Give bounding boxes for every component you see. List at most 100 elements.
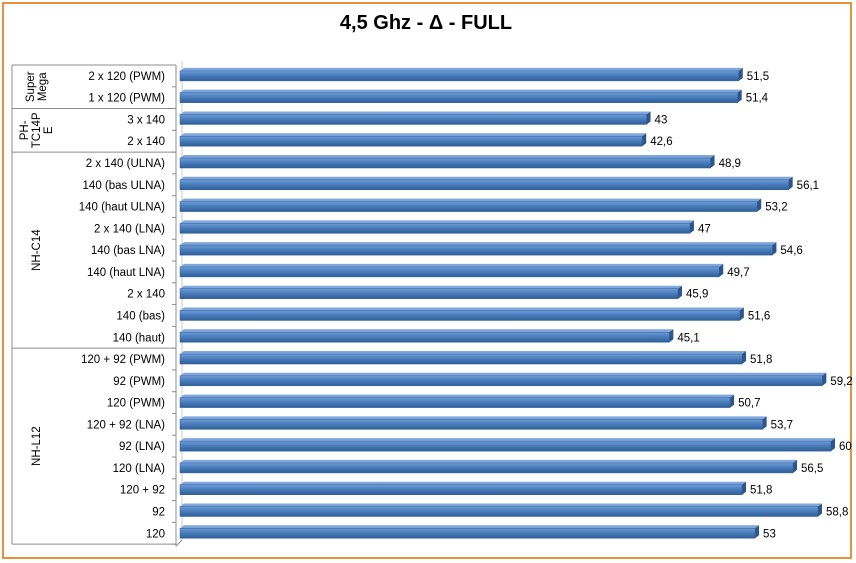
bar — [179, 440, 832, 452]
bar-top-face — [180, 459, 798, 463]
group-label: SuperMega — [25, 71, 49, 102]
category-label: 120 + 92 (PWM) — [81, 354, 165, 366]
bar-top-face — [180, 89, 742, 93]
category-label: 92 — [152, 506, 165, 518]
bar-side-face — [737, 89, 742, 103]
bar — [179, 332, 670, 343]
category-label: 120 + 92 — [120, 485, 165, 497]
bar-top-face — [180, 351, 747, 355]
bar-side-face — [742, 481, 747, 495]
bar-top-face — [180, 155, 715, 159]
bar — [179, 397, 731, 408]
bar-top-face — [180, 394, 735, 398]
category-label: 140 (haut) — [113, 332, 166, 344]
bar-side-face — [742, 351, 747, 365]
group-label: PH-TC14PE — [19, 112, 55, 148]
value-label: 56,1 — [797, 180, 819, 192]
bar-top-face — [180, 525, 760, 529]
value-label: 47 — [698, 223, 711, 235]
category-label: 140 (haut LNA) — [87, 267, 165, 279]
category-label: 120 — [146, 528, 165, 540]
value-label: 58,8 — [826, 506, 848, 518]
bar — [179, 92, 738, 103]
bar-top-face — [180, 307, 744, 311]
bar — [179, 70, 740, 82]
bar — [179, 506, 819, 517]
value-label: 51,8 — [750, 485, 772, 497]
bar-top-face — [180, 67, 743, 71]
category-label: 2 x 120 (PWM) — [88, 71, 165, 83]
bar — [179, 353, 743, 365]
bar-side-face — [755, 525, 760, 539]
value-label: 43 — [655, 114, 668, 126]
bar-side-face — [757, 198, 762, 212]
category-label: 2 x 140 — [127, 136, 165, 148]
bar-side-face — [738, 67, 743, 81]
bar — [179, 114, 647, 125]
bar-side-face — [689, 220, 694, 234]
bar-side-face — [772, 242, 777, 256]
axis-corner — [175, 539, 183, 547]
value-label: 54,6 — [780, 245, 802, 257]
value-label: 53 — [763, 528, 776, 540]
bar-top-face — [180, 438, 835, 442]
bar — [179, 528, 756, 539]
category-label: 140 (bas ULNA) — [83, 180, 166, 192]
bar-top-face — [180, 481, 747, 485]
category-label: 140 (bas LNA) — [91, 245, 165, 257]
bar-side-face — [730, 394, 735, 408]
bar-top-face — [180, 372, 827, 376]
bar-top-face — [180, 263, 724, 267]
bar-side-face — [642, 133, 647, 147]
chart-title: 4,5 Ghz - Δ - FULL — [339, 12, 513, 34]
bar — [179, 419, 763, 430]
category-label: 1 x 120 (PWM) — [88, 93, 165, 105]
value-label: 60 — [839, 441, 852, 453]
category-label: 2 x 140 (ULNA) — [86, 158, 165, 170]
category-label: 2 x 140 (LNA) — [94, 223, 165, 235]
value-label: 42,6 — [650, 136, 672, 148]
bar — [179, 157, 711, 169]
value-label: 53,2 — [765, 202, 787, 214]
value-label: 59,2 — [830, 376, 852, 388]
value-label: 50,7 — [738, 398, 760, 410]
bar-side-face — [739, 307, 744, 321]
bar-top-face — [180, 503, 822, 507]
group-label: NH-C14 — [31, 229, 43, 271]
bar-side-face — [822, 372, 827, 386]
bar — [179, 462, 794, 474]
category-label: 92 (LNA) — [119, 441, 165, 453]
bar-side-face — [793, 459, 798, 473]
bar-top-face — [180, 220, 694, 224]
bar — [179, 135, 643, 147]
bar — [179, 223, 691, 234]
category-label: 120 + 92 (LNA) — [87, 419, 165, 431]
bar — [179, 266, 720, 278]
value-label: 51,6 — [748, 310, 770, 322]
value-label: 53,7 — [771, 419, 793, 431]
bar-side-face — [646, 111, 651, 125]
value-label: 45,1 — [677, 332, 699, 344]
category-label: 92 (PWM) — [113, 376, 165, 388]
category-label: 2 x 140 — [127, 289, 165, 301]
bar — [179, 375, 823, 387]
category-label: 120 (LNA) — [113, 463, 166, 475]
bar — [179, 244, 773, 256]
bar — [179, 201, 758, 212]
value-label: 51,8 — [750, 354, 772, 366]
category-label: 140 (bas) — [116, 310, 165, 322]
bar-side-face — [831, 438, 835, 452]
bar-top-face — [180, 133, 647, 137]
value-label: 45,9 — [686, 289, 708, 301]
bar-top-face — [180, 111, 651, 115]
bar-side-face — [669, 329, 674, 343]
value-label: 56,5 — [801, 463, 823, 475]
value-label: 51,4 — [746, 93, 769, 105]
bar-side-face — [678, 285, 683, 299]
bar — [179, 310, 741, 321]
bar-top-face — [180, 416, 767, 420]
bar-side-face — [817, 503, 822, 517]
category-label: 140 (haut ULNA) — [79, 202, 165, 214]
bar-top-face — [180, 329, 674, 333]
